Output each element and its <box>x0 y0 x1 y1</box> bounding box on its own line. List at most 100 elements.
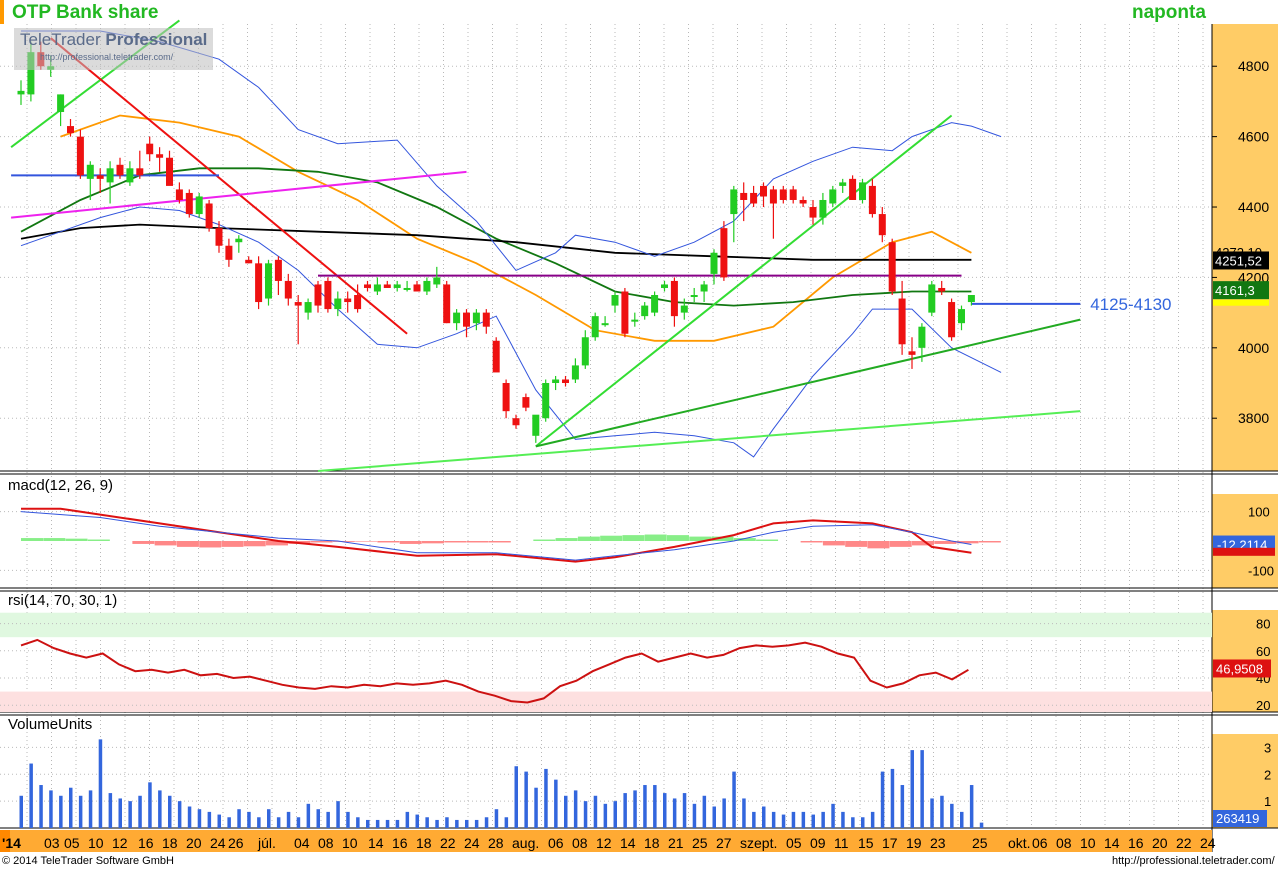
rsi-tick-label: 80 <box>1256 617 1270 632</box>
volume-bar <box>326 811 330 828</box>
macd-histogram-bar <box>466 541 489 543</box>
macd-histogram-bar <box>845 541 868 547</box>
macd-histogram-bar <box>978 541 1001 543</box>
macd-histogram-bar <box>577 536 600 541</box>
candle-body <box>314 284 322 306</box>
date-axis <box>0 830 1212 852</box>
candle-body <box>819 199 827 218</box>
volume-bar <box>296 817 301 828</box>
candle-body <box>57 94 65 112</box>
rsi-line <box>20 638 969 704</box>
date-axis-start <box>0 830 10 852</box>
volume-bar <box>593 795 598 828</box>
volume-bar <box>781 814 786 828</box>
candle-body <box>235 238 243 243</box>
macd-histogram-bar <box>555 538 578 541</box>
candle-body <box>166 157 173 186</box>
candle-body <box>601 323 609 326</box>
candle-body <box>413 284 421 292</box>
macd-tick-label: 100 <box>1248 505 1270 520</box>
candle-body <box>423 280 431 292</box>
macd-histogram-bar <box>132 541 155 544</box>
volume-bar <box>890 768 895 828</box>
candle-body <box>750 192 758 204</box>
volume-bar <box>554 779 558 828</box>
volume-bar <box>187 806 192 828</box>
volume-bar <box>771 811 776 828</box>
volume-bar <box>19 795 23 828</box>
candle-body <box>364 284 371 288</box>
volume-bar <box>286 811 291 828</box>
date-tick-label: 24 <box>210 835 226 851</box>
candle-body <box>700 284 708 292</box>
volume-bar <box>108 793 113 828</box>
candle-body <box>482 312 490 327</box>
price-value-box <box>1213 281 1269 300</box>
candle-body <box>631 319 639 322</box>
volume-bar <box>524 771 528 828</box>
volume-bar <box>623 793 627 828</box>
volume-bar <box>643 785 647 828</box>
candle-body <box>809 207 817 218</box>
macd-histogram-bar <box>65 538 88 541</box>
volume-bar <box>861 817 865 828</box>
brand-name: TeleTrader Professional <box>20 30 208 49</box>
macd-histogram-bar <box>689 536 712 541</box>
volume-bar <box>900 785 905 828</box>
candle-body <box>175 189 183 200</box>
date-tick-label: 24 <box>464 835 480 851</box>
volume-tick-label: 3 <box>1264 740 1271 755</box>
candle-body <box>859 182 866 200</box>
candle-body <box>690 295 698 298</box>
volume-bar <box>128 801 132 828</box>
date-tick-label: 27 <box>716 835 732 851</box>
candle-body <box>938 287 946 292</box>
macd-histogram-bar <box>176 541 199 547</box>
overlay-bollinger_upper <box>21 30 1002 272</box>
candle-body <box>156 154 164 158</box>
volume-bar <box>484 817 489 828</box>
date-tick-label: 15 <box>858 835 874 851</box>
candle-body <box>898 298 906 345</box>
volume-bar <box>672 798 677 828</box>
volume-bar <box>98 739 103 828</box>
date-tick-label: 08 <box>318 835 334 851</box>
interval-label[interactable]: naponta <box>1132 2 1206 23</box>
candle-body <box>532 414 540 436</box>
candle-body <box>779 189 787 200</box>
candle-body <box>472 312 480 324</box>
volume-bar <box>39 785 43 828</box>
teletrader-watermark: TeleTrader Professional http://professio… <box>14 28 213 70</box>
macd-histogram-bar <box>956 541 979 544</box>
price-value-box <box>1213 251 1269 270</box>
date-tick-label: 18 <box>416 835 432 851</box>
volume-bar <box>356 817 360 828</box>
date-tick-label: 16 <box>1128 835 1144 851</box>
macd-histogram-bar <box>488 541 511 543</box>
date-tick-label: 17 <box>882 835 898 851</box>
volume-bar <box>633 790 637 828</box>
candle-body <box>710 252 718 274</box>
price-value-label: 4251,52 <box>1215 253 1262 268</box>
volume-bar <box>930 798 934 828</box>
macd-signal-line <box>20 511 972 561</box>
date-tick-label: júl. <box>257 835 276 851</box>
footer-url[interactable]: http://professional.teletrader.com/ <box>1112 855 1275 867</box>
macd-histogram-bar <box>822 541 845 546</box>
volume-bar <box>405 811 410 828</box>
candle-body <box>730 189 738 215</box>
volume-bar <box>841 811 845 828</box>
candle-body <box>17 90 25 95</box>
volume-bar <box>435 819 439 828</box>
volume-bar <box>791 811 796 828</box>
candle-body <box>571 365 579 380</box>
candle-body <box>27 52 35 95</box>
volume-bar <box>445 817 449 828</box>
date-tick-label: 10 <box>1080 835 1096 851</box>
date-tick-label: 22 <box>1176 835 1192 851</box>
date-tick-label: 18 <box>644 835 660 851</box>
rsi-tick-label: 60 <box>1256 644 1270 659</box>
candle-body <box>443 284 451 324</box>
date-tick-label: 24 <box>1200 835 1216 851</box>
macd-histogram-bar <box>154 541 177 546</box>
